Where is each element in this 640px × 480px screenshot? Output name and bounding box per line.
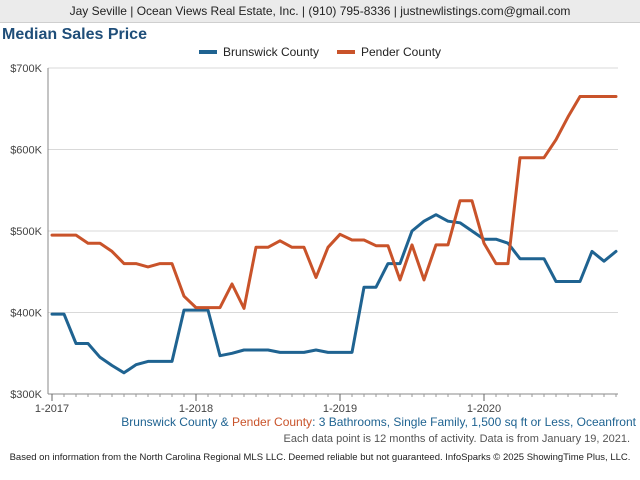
subtitle-separator: & <box>217 415 232 429</box>
subtitle-criteria: : 3 Bathrooms, Single Family, 1,500 sq f… <box>312 415 636 429</box>
x-tick-label: 1-2019 <box>323 403 357 415</box>
y-tick-label: $400K <box>10 308 42 320</box>
footer-disclaimer: Based on information from the North Caro… <box>9 452 631 463</box>
y-tick-label: $600K <box>10 145 42 157</box>
agent-contact-text: Jay Seville | Ocean Views Real Estate, I… <box>69 4 571 18</box>
y-tick-label: $300K <box>10 389 42 401</box>
legend-swatch-brunswick <box>198 50 217 54</box>
chart-subtitle: Brunswick County & Pender County: 3 Bath… <box>121 415 636 429</box>
legend-swatch-pender <box>336 50 355 54</box>
series-line-brunswick-county <box>50 213 618 375</box>
agent-contact-bar: Jay Seville | Ocean Views Real Estate, I… <box>0 0 640 23</box>
data-note: Each data point is 12 months of activity… <box>283 433 630 445</box>
y-tick-label: $500K <box>10 226 42 238</box>
x-tick-label: 1-2017 <box>35 403 69 415</box>
x-tick-label: 1-2020 <box>467 403 501 415</box>
x-tick-label: 1-2018 <box>179 403 213 415</box>
legend-item-pender[interactable]: Pender County <box>336 45 442 59</box>
chart-legend: Brunswick County Pender County <box>0 45 640 59</box>
legend-item-brunswick[interactable]: Brunswick County <box>198 45 319 59</box>
y-tick-label: $700K <box>10 63 42 75</box>
subtitle-pender: Pender County <box>232 415 313 429</box>
legend-label-pender: Pender County <box>360 45 442 59</box>
chart-title: Median Sales Price <box>2 26 147 43</box>
subtitle-brunswick: Brunswick County <box>121 415 218 429</box>
legend-label-brunswick: Brunswick County <box>222 45 319 59</box>
series-line-pender-county <box>50 95 618 310</box>
